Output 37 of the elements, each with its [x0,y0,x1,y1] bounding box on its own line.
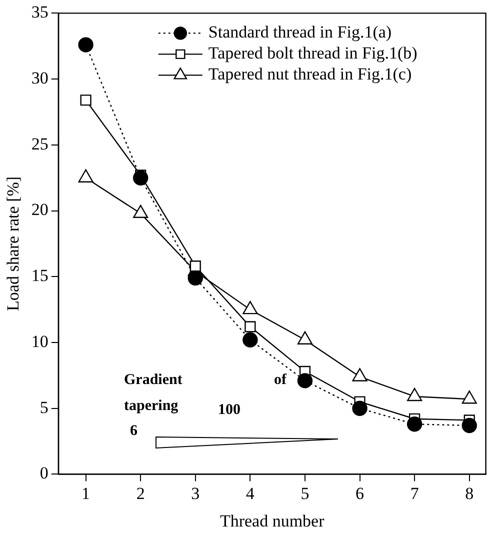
point [188,270,203,286]
point [352,400,368,416]
point [78,37,94,52]
point [406,416,422,432]
y-axis-title: Load share rate [%] [4,176,23,311]
x-axis-title: Thread number [220,511,325,530]
x-tick-label: 2 [136,484,145,503]
y-tick-label: 30 [31,68,48,88]
point [244,321,256,332]
y-tick-label: 25 [31,134,48,154]
legend-label: Tapered bolt thread in Fig.1(b) [208,44,418,63]
point [462,418,477,434]
annotation: Gradient [124,372,182,389]
point [80,94,92,106]
point [190,260,201,272]
annotation: 6 [130,423,138,440]
x-tick-label: 4 [246,484,255,503]
y-tick-label: 35 [31,2,48,22]
annotation: 100 [218,402,240,419]
y-tick-label: 0 [40,464,48,483]
x-tick-label: 6 [356,484,364,503]
legend-label: Standard thread in Fig.1(a) [208,22,392,42]
y-tick-label: 10 [31,332,48,351]
x-tick-label: 5 [300,484,310,503]
y-tick-label: 15 [31,266,48,286]
annotation: of [274,372,286,389]
legend-label: Tapered nut thread in Fig.1(c) [208,64,412,84]
x-tick-label: 1 [82,484,90,503]
point [242,332,258,348]
point [297,373,313,388]
y-tick-label: 5 [40,398,48,417]
point [132,170,148,186]
x-tick-label: 7 [410,484,420,503]
y-tick-label: 20 [31,200,48,220]
annotation: tapering [124,398,178,415]
x-tick-label: 3 [191,484,200,503]
x-tick-label: 8 [465,484,474,503]
